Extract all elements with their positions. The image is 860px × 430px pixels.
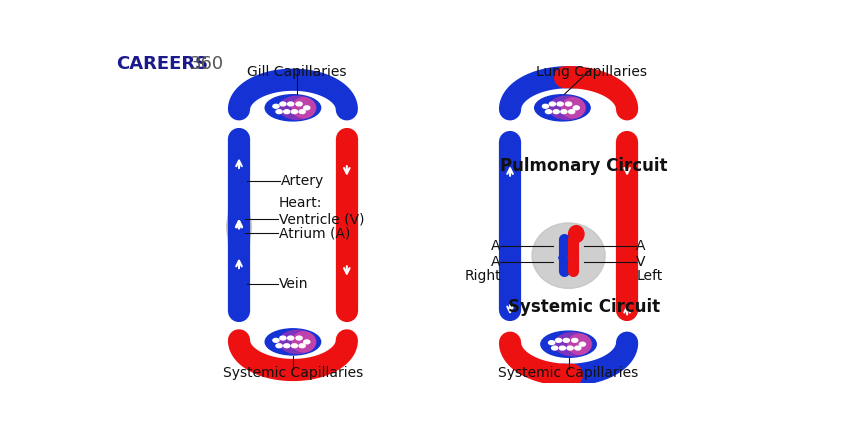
Ellipse shape (304, 106, 310, 110)
Ellipse shape (543, 104, 549, 108)
Text: Pulmonary Circuit: Pulmonary Circuit (501, 157, 667, 175)
Ellipse shape (292, 98, 316, 118)
Ellipse shape (568, 110, 574, 114)
Ellipse shape (549, 96, 586, 120)
Ellipse shape (550, 102, 556, 106)
Ellipse shape (555, 333, 592, 356)
Text: Left: Left (636, 269, 662, 283)
Ellipse shape (265, 95, 321, 121)
Ellipse shape (567, 346, 574, 350)
Ellipse shape (265, 329, 321, 355)
Ellipse shape (553, 110, 559, 114)
Ellipse shape (287, 336, 293, 340)
Ellipse shape (568, 226, 584, 243)
Ellipse shape (573, 106, 580, 110)
Ellipse shape (276, 110, 282, 114)
Text: CAREERS: CAREERS (116, 55, 208, 74)
Ellipse shape (276, 344, 282, 348)
Ellipse shape (557, 102, 563, 106)
Ellipse shape (562, 98, 585, 118)
Text: A: A (636, 240, 646, 253)
Ellipse shape (551, 346, 558, 350)
Ellipse shape (574, 346, 580, 350)
Ellipse shape (556, 338, 562, 342)
Text: Systemic Capillaries: Systemic Capillaries (223, 366, 363, 381)
Text: Lung Capillaries: Lung Capillaries (536, 65, 648, 80)
Ellipse shape (227, 206, 251, 249)
Text: Systemic Circuit: Systemic Circuit (508, 298, 660, 316)
Ellipse shape (231, 229, 247, 240)
Ellipse shape (549, 341, 555, 344)
Ellipse shape (568, 334, 591, 354)
Ellipse shape (279, 330, 316, 353)
Ellipse shape (535, 95, 590, 121)
Text: Vein: Vein (279, 277, 309, 291)
Ellipse shape (292, 344, 298, 348)
Text: Gill Capillaries: Gill Capillaries (247, 65, 347, 80)
Text: Ventricle (V): Ventricle (V) (279, 212, 365, 227)
Text: Heart:: Heart: (279, 196, 322, 209)
Ellipse shape (280, 102, 286, 106)
Text: Right: Right (464, 269, 501, 283)
Ellipse shape (273, 338, 279, 342)
Ellipse shape (299, 344, 305, 348)
Ellipse shape (296, 102, 302, 106)
Ellipse shape (559, 346, 566, 350)
Ellipse shape (545, 110, 551, 114)
Ellipse shape (284, 344, 290, 348)
Ellipse shape (563, 338, 569, 342)
Text: A: A (491, 240, 501, 253)
Ellipse shape (296, 336, 302, 340)
Text: V: V (636, 255, 646, 269)
Text: Artery: Artery (281, 174, 324, 188)
Ellipse shape (292, 332, 316, 352)
Ellipse shape (541, 331, 596, 357)
Ellipse shape (580, 342, 586, 346)
Ellipse shape (280, 336, 286, 340)
Text: Atrium (A): Atrium (A) (279, 226, 350, 240)
Text: Systemic Capillaries: Systemic Capillaries (499, 366, 639, 381)
Ellipse shape (279, 96, 316, 120)
Ellipse shape (532, 223, 605, 289)
Ellipse shape (273, 104, 279, 108)
Ellipse shape (284, 110, 290, 114)
Text: 360: 360 (190, 55, 224, 74)
Ellipse shape (287, 102, 293, 106)
Ellipse shape (231, 215, 247, 226)
Ellipse shape (566, 102, 572, 106)
Ellipse shape (292, 110, 298, 114)
Ellipse shape (304, 340, 310, 344)
Ellipse shape (572, 338, 578, 342)
Ellipse shape (561, 110, 567, 114)
Text: A: A (491, 255, 501, 269)
Ellipse shape (299, 110, 305, 114)
